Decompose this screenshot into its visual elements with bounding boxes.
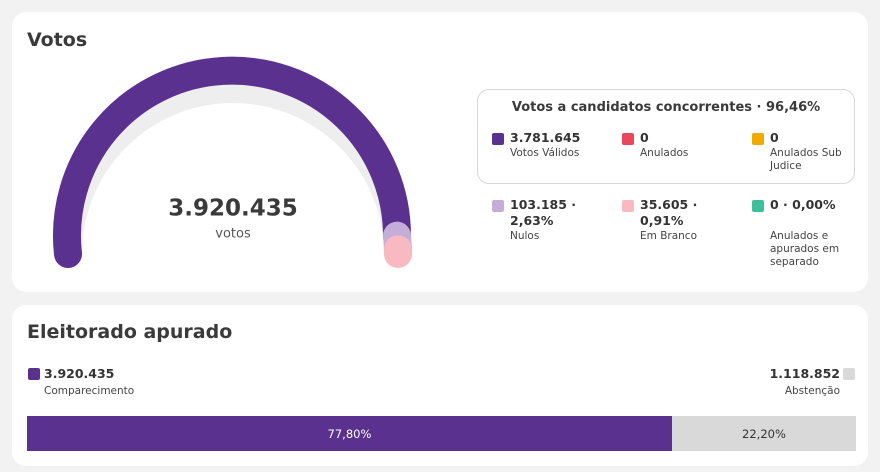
item-label: Anulados e apurados em separado [770,230,840,268]
total-unit: votos [215,227,251,242]
item-value: 0 [770,130,779,145]
legend-swatch [28,368,40,380]
item-label: Votos Válidos [510,147,580,159]
item-value: 0 · 0,00% [770,197,836,212]
item-value: 35.605 · 0,91% [640,197,698,228]
legend-swatch [622,133,634,145]
legend-swatch [492,200,504,212]
item-label: Nulos [510,230,540,242]
legend-swatch [752,133,764,145]
gauge-segment [53,56,411,268]
legend-swatch [843,368,855,380]
present-value: 3.920.435 [44,366,115,381]
legend-swatch [492,133,504,145]
bar-label: 22,20% [742,426,786,441]
item-value: 3.781.645 [510,130,581,145]
item-value: 103.185 · 2,63% [510,197,577,228]
absent-label: Abstenção [784,385,840,397]
item-label: Anulados [640,147,689,159]
total-votes: 3.920.435 [168,196,298,222]
item-value: 0 [640,130,649,145]
item-label: Anulados Sub Judice [770,147,842,172]
bar-segment: 22,20% [671,416,856,451]
absent-value: 1.118.852 [769,366,840,381]
electorate-card: Eleitorado apurado 3.920.435 Comparecime… [12,305,868,466]
bar-label: 77,80% [327,426,372,441]
gauge: 3.920.435 votos [53,56,413,268]
card-title: Votos [27,29,88,51]
votes-card: Votos 3.920.435 votos Votos a candidatos… [12,12,868,292]
valid-box: Votos a candidatos concorrentes · 96,46% [477,89,855,184]
box-title: Votos a candidatos concorrentes · 96,46% [511,100,821,115]
legend-swatch [752,200,764,212]
bar-segment: 77,80% [27,416,672,451]
card-title: Eleitorado apurado [27,321,233,343]
turnout-bar: 77,80% 22,20% [27,416,856,451]
present-label: Comparecimento [44,385,135,397]
item-label: Em Branco [640,230,698,242]
legend-swatch [622,200,634,212]
